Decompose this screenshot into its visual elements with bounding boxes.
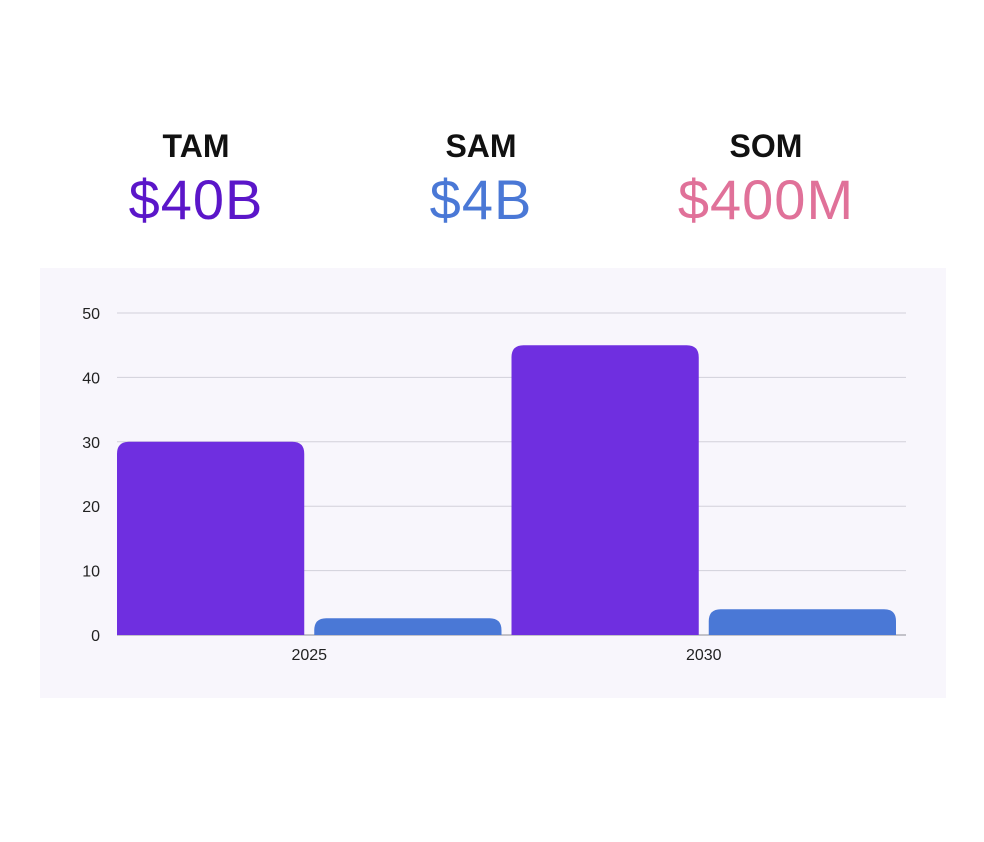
metric-som: SOM $400M	[646, 126, 886, 232]
bar-2025-series-2	[314, 618, 502, 635]
metric-value: $400M	[677, 168, 855, 231]
y-tick-label: 10	[82, 564, 100, 581]
bar-2025-series-1	[117, 441, 305, 635]
x-tick-label: 2025	[291, 647, 327, 664]
bar-2030-series-2	[708, 609, 896, 635]
y-tick-label: 40	[82, 370, 100, 387]
metric-label: SAM	[445, 128, 517, 164]
metric-label: SOM	[729, 128, 803, 164]
bar-2030-series-1	[511, 345, 699, 635]
metric-value: $4B	[429, 168, 533, 231]
x-tick-label: 2030	[686, 647, 722, 664]
y-tick-label: 20	[82, 499, 100, 516]
y-tick-label: 50	[82, 306, 100, 323]
y-tick-label: 0	[91, 628, 100, 645]
chart-panel: 0 10 20 30 40 50 2025 2030	[40, 268, 946, 698]
metric-tam: TAM $40B	[76, 126, 316, 232]
metric-value: $40B	[128, 168, 264, 231]
metric-label: TAM	[162, 128, 230, 164]
metric-sam: SAM $4B	[361, 126, 601, 232]
y-tick-label: 30	[82, 435, 100, 452]
